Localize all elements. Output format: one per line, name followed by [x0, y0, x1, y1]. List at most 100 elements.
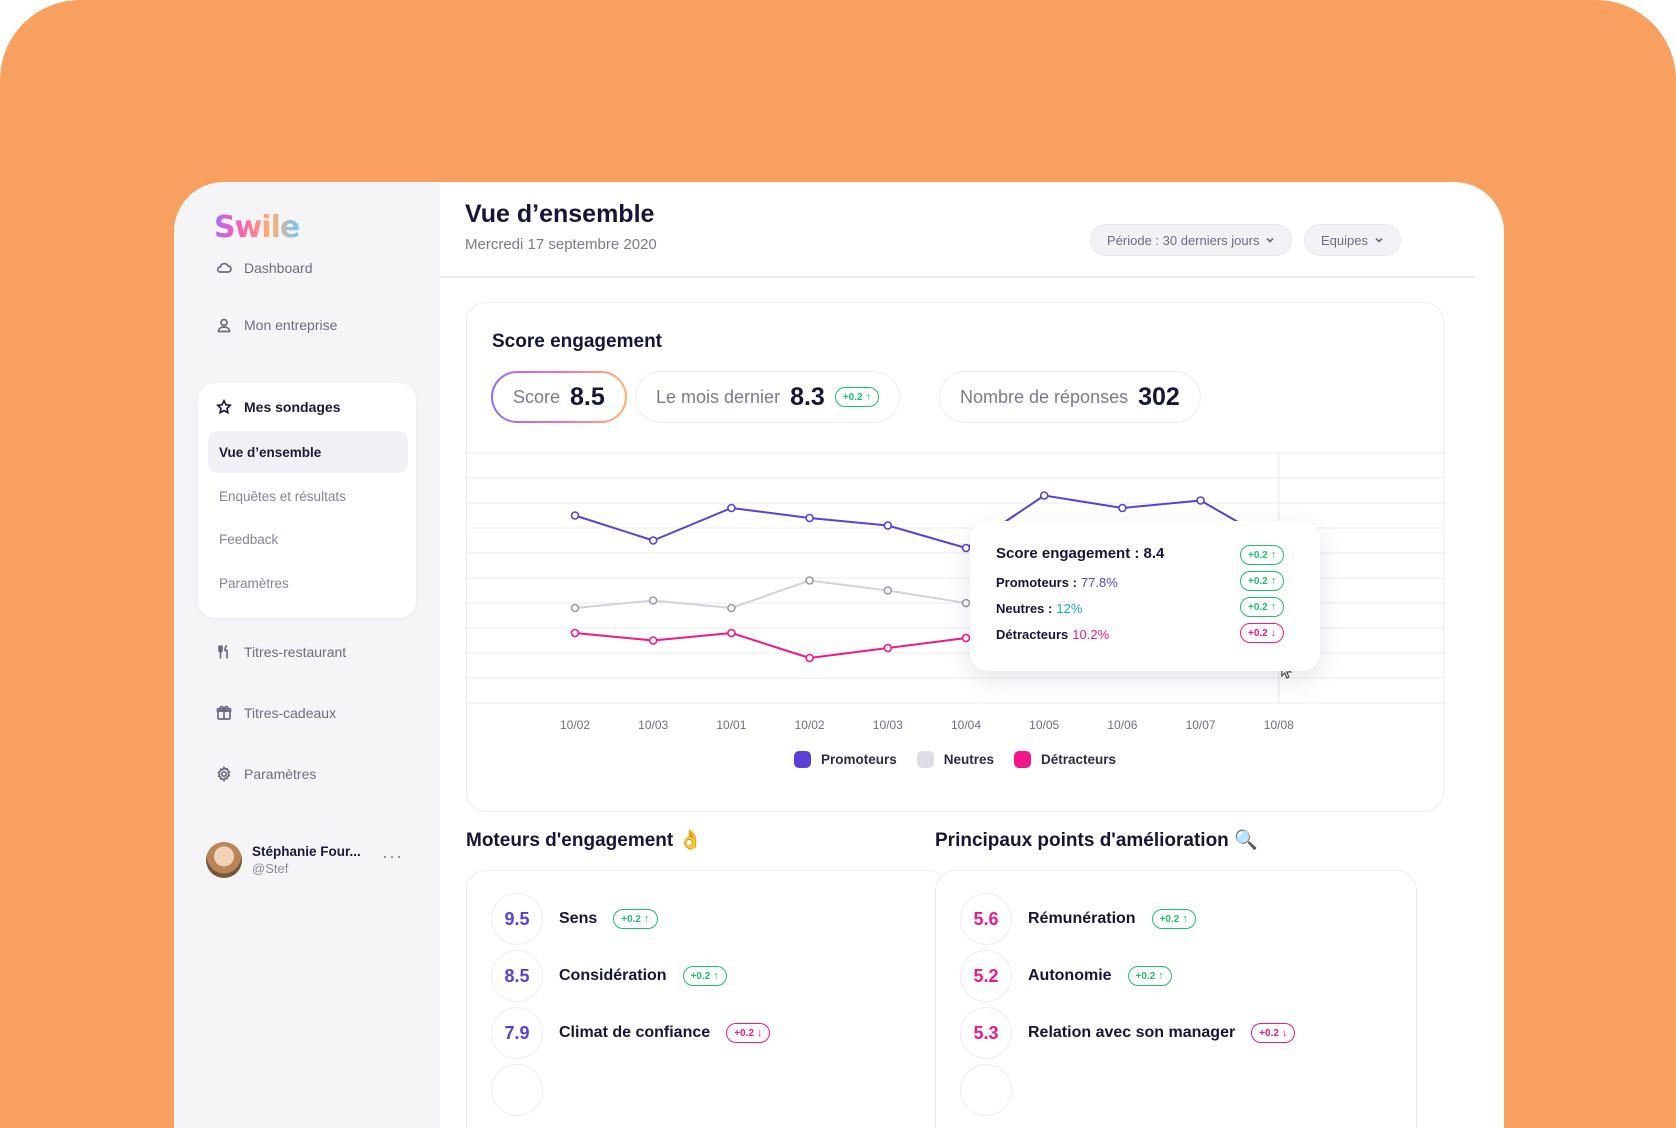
- arrow-up-icon: ↑: [1270, 549, 1277, 561]
- stat-score[interactable]: Score 8.5: [491, 371, 627, 423]
- x-tick-label: 10/03: [873, 718, 903, 732]
- list-item-label: Rémunération: [1028, 910, 1136, 927]
- score-circle: [960, 1064, 1012, 1116]
- data-point: [570, 511, 580, 520]
- list-item[interactable]: 9.5 Sens +0.2 ↑: [491, 893, 658, 945]
- more-options-icon[interactable]: ···: [382, 846, 403, 866]
- trend-badge: +0.2 ↑: [1240, 545, 1285, 565]
- data-point: [727, 503, 736, 513]
- score-engagement-card: Score engagement Score 8.5 Le mois derni…: [466, 302, 1445, 812]
- data-point: [648, 536, 658, 545]
- tooltip-row-neutres: Neutres :12%: [996, 601, 1083, 616]
- stat-value: 8.5: [570, 382, 605, 411]
- data-point: [883, 586, 893, 595]
- legend-swatch: [793, 751, 811, 768]
- list-item-label: Autonomie: [1028, 967, 1112, 984]
- tooltip-title: Score engagement : 8.4: [996, 545, 1165, 562]
- tooltip-row-detracteurs: Détracteurs 10.2%: [996, 627, 1110, 642]
- data-point: [961, 633, 971, 643]
- engagement-drivers-card: 9.5 Sens +0.2 ↑ 8.5 Considération +0.2 ↑ 7…: [466, 870, 948, 1128]
- chevron-down-icon: [1266, 237, 1275, 243]
- stat-value: 302: [1138, 382, 1180, 411]
- gear-icon: [217, 766, 231, 782]
- sidebar-group-label: Mes sondages: [244, 399, 341, 415]
- list-item[interactable]: 5.3 Relation avec son manager +0.2 ↓: [960, 1007, 1296, 1059]
- x-tick-label: 10/01: [716, 718, 746, 732]
- list-item[interactable]: 5.2 Autonomie +0.2 ↑: [960, 950, 1172, 1002]
- sidebar-subitem-parametres[interactable]: Paramètres: [219, 575, 289, 591]
- trend-badge: +0.2 ↓: [1240, 623, 1285, 643]
- list-item-label: Relation avec son manager: [1028, 1024, 1236, 1041]
- arrow-up-icon: ↑: [1182, 913, 1188, 925]
- sidebar-item-label: Titres-restaurant: [244, 644, 347, 660]
- data-point: [727, 628, 736, 638]
- list-item[interactable]: 5.6 Rémunération +0.2 ↑: [960, 893, 1196, 945]
- cloud-icon: [216, 262, 232, 273]
- magnifier-icon: 🔍: [1234, 830, 1258, 851]
- sidebar-item-label: Dashboard: [244, 260, 313, 276]
- header-divider: [440, 276, 1476, 278]
- data-point: [805, 576, 814, 585]
- arrow-up-icon: ↑: [865, 391, 872, 403]
- score-circle: 8.5: [491, 950, 543, 1002]
- data-point: [805, 653, 814, 663]
- legend-swatch: [1014, 751, 1031, 768]
- arrow-up-icon: ↑: [1270, 575, 1277, 587]
- sidebar-subitem-feedback[interactable]: Feedback: [219, 531, 279, 547]
- legend-detracteurs[interactable]: Détracteurs: [1014, 751, 1116, 768]
- sidebar-subitem-enquetes[interactable]: Enquêtes et résultats: [219, 488, 346, 504]
- data-point: [1118, 503, 1127, 513]
- sidebar-item-mon-entreprise[interactable]: Mon entreprise: [216, 313, 337, 337]
- team-filter[interactable]: Equipes: [1304, 224, 1401, 256]
- trend-badge: +0.2 ↑: [834, 387, 880, 407]
- period-filter[interactable]: Période : 30 derniers jours: [1090, 224, 1293, 256]
- user-handle: @Stef: [252, 861, 289, 876]
- arrow-up-icon: ↑: [1158, 970, 1164, 982]
- arrow-up-icon: ↑: [713, 970, 719, 982]
- data-point: [961, 543, 971, 553]
- period-filter-label: Période : 30 derniers jours: [1107, 232, 1260, 248]
- sidebar-item-dashboard[interactable]: Dashboard: [216, 256, 313, 280]
- sidebar-item-parametres[interactable]: Paramètres: [216, 762, 316, 786]
- stat-last-month[interactable]: Le mois dernier 8.3 +0.2 ↑: [635, 371, 901, 423]
- cutlery-icon: [218, 644, 228, 659]
- score-circle: 5.2: [960, 950, 1012, 1002]
- score-circle: 5.6: [960, 893, 1012, 945]
- x-tick-label: 10/02: [560, 718, 590, 732]
- gift-icon: [216, 705, 232, 720]
- trend-badge: +0.2 ↑: [613, 909, 658, 929]
- score-circle: [491, 1064, 543, 1116]
- series-line-promoteurs: [574, 494, 1280, 549]
- data-point: [648, 596, 658, 605]
- list-item[interactable]: 8.5 Considération +0.2 ↑: [491, 950, 727, 1002]
- legend-promoteurs[interactable]: Promoteurs: [793, 751, 897, 768]
- data-point: [1039, 491, 1049, 500]
- x-tick-label: 10/08: [1264, 718, 1294, 732]
- stat-label: Nombre de réponses: [960, 386, 1129, 407]
- star-icon: [216, 399, 232, 415]
- sidebar-item-mes-sondages[interactable]: Mes sondages: [216, 399, 340, 415]
- swile-logo[interactable]: Swile: [214, 210, 300, 245]
- trend-badge: +0.2 ↑: [1240, 571, 1285, 591]
- list-item-label: Considération: [559, 967, 667, 984]
- list-item[interactable]: 7.9 Climat de confiance +0.2 ↓: [491, 1007, 771, 1059]
- data-point: [1196, 496, 1205, 505]
- legend-neutres[interactable]: Neutres: [916, 751, 994, 768]
- engagement-drivers-title: Moteurs d'engagement 👌: [466, 830, 703, 851]
- ok-hand-icon: 👌: [678, 830, 703, 851]
- x-tick-label: 10/05: [1029, 718, 1059, 732]
- stat-responses[interactable]: Nombre de réponses 302: [939, 371, 1201, 423]
- sidebar-item-titres-restaurant[interactable]: Titres-restaurant: [216, 640, 346, 664]
- x-tick-label: 10/04: [951, 718, 981, 732]
- user-profile[interactable]: Stéphanie Four... @Stef: [206, 842, 361, 878]
- data-point: [883, 521, 893, 530]
- sidebar-item-label: Mon entreprise: [244, 317, 338, 333]
- improvements-card: 5.6 Rémunération +0.2 ↑ 5.2 Autonomie +0.…: [935, 870, 1417, 1128]
- x-tick-label: 10/03: [638, 718, 668, 732]
- arrow-down-icon: ↓: [1281, 1027, 1288, 1039]
- x-tick-label: 10/07: [1186, 718, 1216, 732]
- chart-tooltip: Score engagement : 8.4 +0.2 ↑ Promoteurs …: [970, 521, 1320, 671]
- sidebar-item-titres-cadeaux[interactable]: Titres-cadeaux: [216, 701, 336, 725]
- sidebar-subitem-vue-ensemble[interactable]: Vue d’ensemble: [208, 431, 408, 473]
